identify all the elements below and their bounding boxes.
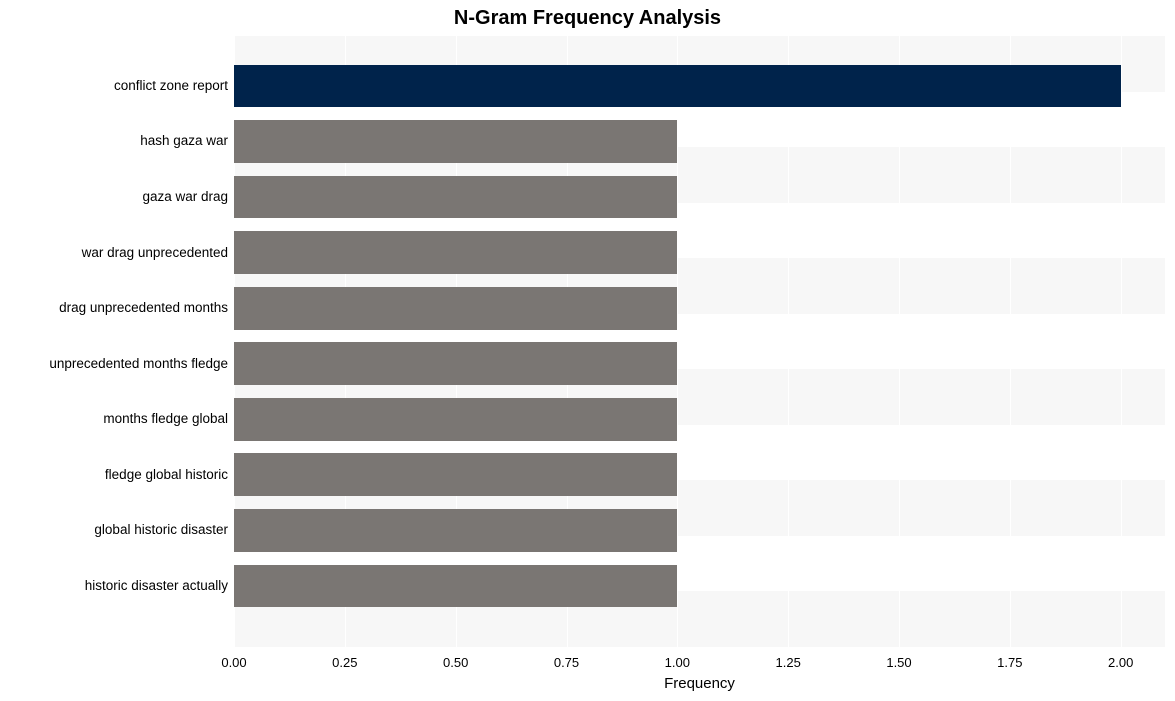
y-tick-label: hash gaza war [0,133,228,148]
y-tick-label: global historic disaster [0,522,228,537]
chart-title: N-Gram Frequency Analysis [0,7,1175,30]
chart-bar [234,287,677,330]
x-tick-label: 0.00 [221,655,246,670]
chart-bar [234,120,677,163]
x-tick-label: 1.25 [776,655,801,670]
y-tick-label: unprecedented months fledge [0,356,228,371]
chart-bar [234,398,677,441]
x-tick-label: 0.25 [332,655,357,670]
x-tick-label: 1.50 [886,655,911,670]
x-tick-label: 1.00 [665,655,690,670]
x-tick-label: 0.50 [443,655,468,670]
grid-line [677,36,678,647]
ngram-frequency-chart: N-Gram Frequency Analysis conflict zone … [0,0,1175,701]
x-tick-label: 0.75 [554,655,579,670]
chart-bar [234,342,677,385]
y-tick-label: fledge global historic [0,467,228,482]
y-tick-label: historic disaster actually [0,578,228,593]
y-tick-label: war drag unprecedented [0,245,228,260]
chart-bar [234,509,677,552]
chart-bar [234,565,677,608]
grid-line [899,36,900,647]
chart-bar [234,176,677,219]
y-tick-label: conflict zone report [0,78,228,93]
y-tick-label: months fledge global [0,411,228,426]
chart-bar [234,453,677,496]
grid-line [1010,36,1011,647]
plot-area [234,36,1165,647]
chart-bar [234,65,1121,108]
grid-line [1121,36,1122,647]
x-tick-label: 2.00 [1108,655,1133,670]
x-axis-label: Frequency [234,675,1165,692]
x-tick-label: 1.75 [997,655,1022,670]
grid-line [788,36,789,647]
y-tick-label: drag unprecedented months [0,300,228,315]
y-tick-label: gaza war drag [0,189,228,204]
chart-bar [234,231,677,274]
